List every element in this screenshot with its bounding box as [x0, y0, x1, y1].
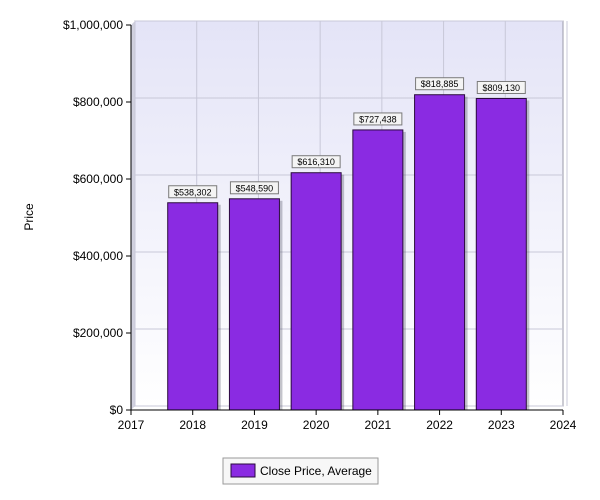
y-tick-label: $800,000 [73, 95, 123, 109]
x-tick-label: 2024 [550, 418, 577, 432]
x-tick-label: 2023 [488, 418, 515, 432]
bar-2022 [414, 94, 466, 411]
bar-2023 [475, 97, 527, 411]
x-tick-label: 2022 [426, 418, 453, 432]
data-label: $727,438 [359, 114, 397, 124]
data-label-box [353, 112, 403, 126]
legend-swatch [230, 463, 256, 478]
bar-2021 [352, 129, 404, 411]
data-label: $809,130 [483, 83, 521, 93]
legend: Close Price, Average [222, 457, 379, 485]
bar-2019 [228, 198, 280, 411]
data-label: $616,310 [297, 157, 335, 167]
y-tick-label: $0 [110, 403, 124, 417]
data-label-box [476, 80, 526, 94]
y-tick-label: $1,000,000 [63, 18, 123, 32]
bar-2018 [167, 202, 219, 411]
x-tick-label: 2021 [365, 418, 392, 432]
y-tick-label: $400,000 [73, 249, 123, 263]
data-label: $818,885 [421, 79, 459, 89]
x-tick-label: 2017 [118, 418, 145, 432]
data-label-box [291, 155, 341, 169]
data-label: $538,302 [174, 187, 212, 197]
plot-side-wall [131, 21, 135, 410]
legend-label: Close Price, Average [260, 464, 372, 478]
x-tick-label: 2019 [241, 418, 268, 432]
bar-2020 [290, 172, 342, 411]
y-tick-label: $200,000 [73, 326, 123, 340]
y-tick-label: $600,000 [73, 172, 123, 186]
data-label-box [229, 181, 279, 195]
data-label-box [168, 185, 218, 199]
data-label: $548,590 [236, 183, 274, 193]
y-axis-title: Price [22, 203, 36, 231]
data-label-box [415, 77, 465, 91]
x-tick-label: 2018 [179, 418, 206, 432]
x-tick-label: 2020 [303, 418, 330, 432]
